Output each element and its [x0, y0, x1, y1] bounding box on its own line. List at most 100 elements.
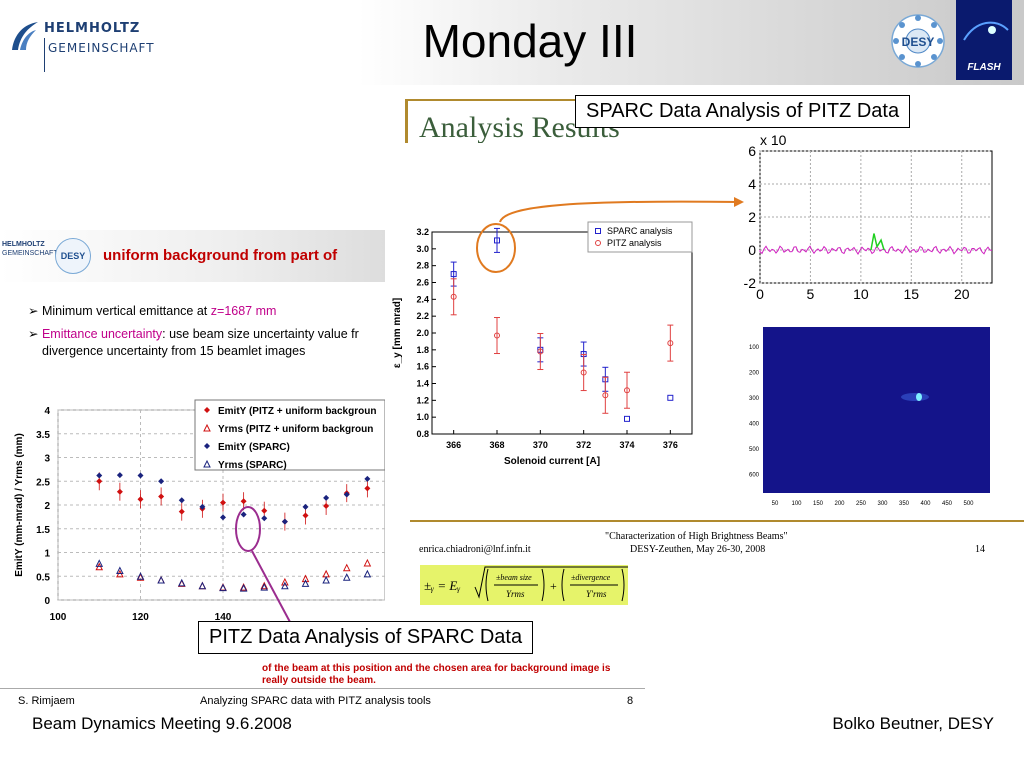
chart-pitz-plot-area — [431, 231, 693, 435]
sparc-bullet-2: ➢ Emittance uncertainty: use beam size u… — [28, 326, 359, 341]
chart-left-y-tick: 0.5 — [36, 572, 50, 583]
emittance-vs-solenoid-chart: 0.8 1.0 1.2 1.4 1.6 1.8 2.0 2.2 2.4 2.6 2.8 3.0 3.2 3… — [392, 221, 693, 467]
formula-graphic: ±ᵧ = Eᵧ ±beam size Yrms + ±divergence Y′… — [424, 566, 628, 602]
chart-pitz-y-tick: 2.6 — [416, 278, 429, 288]
bullet-2-term: Emittance uncertainty — [41, 327, 163, 341]
pitz-email: enrica.chiadroni@lnf.infn.it — [419, 544, 531, 555]
chart-pitz-x-tick: 366 — [446, 440, 461, 450]
chart-pitz-legend — [587, 221, 693, 253]
chart-left-point — [96, 478, 103, 485]
chart-pitz-point — [450, 293, 457, 300]
chart-left-point — [136, 572, 145, 580]
sparc-note-line-1: of the beam at this position and the cho… — [262, 663, 611, 674]
sparc-logo-text-2: GEMEINSCHAFT — [2, 250, 58, 257]
chart-left-point — [363, 558, 372, 567]
chart-profile-x-tick: 10 — [853, 286, 869, 302]
chart-left-legend-marker — [203, 423, 211, 432]
sparc-footer-author: S. Rimjaem — [18, 695, 75, 707]
svg-text:Y′rms: Y′rms — [586, 589, 607, 599]
svg-text:±ᵧ = Eᵧ: ±ᵧ = Eᵧ — [424, 578, 460, 593]
chart-pitz-y-tick: 1.8 — [416, 345, 429, 355]
chart-pitz-point — [494, 332, 500, 339]
chart-left-legend-label: EmitY (SPARC) — [218, 442, 290, 453]
bullet-arrow-icon: ➢ — [28, 304, 42, 318]
helmholtz-swoosh-icon — [12, 22, 38, 50]
chart-left-point — [116, 488, 123, 495]
flash-logo: FLASH — [956, 0, 1012, 80]
chart-left-point — [323, 502, 330, 509]
chart-left-legend-marker — [204, 443, 210, 449]
sparc-bullet-1: ➢ Minimum vertical emittance at z=1687 m… — [28, 303, 276, 318]
chart-pitz-point — [450, 271, 457, 278]
chart-left-point — [363, 569, 372, 578]
heatmap-x-tick: 300 — [877, 501, 888, 507]
chart-profile-y-tick: 6 — [748, 143, 756, 159]
beam-image-heatmap: 100 200 300 400 500 600 50 100 150 200 250 300 350 40… — [749, 327, 990, 507]
chart-left-point — [220, 499, 226, 506]
chart-pitz-y-tick: 2.4 — [416, 294, 429, 304]
sparc-footer-divider — [0, 688, 645, 689]
heatmap-x-tick: 350 — [899, 501, 910, 507]
chart-left-point — [157, 575, 165, 584]
heatmap-y-tick: 400 — [749, 422, 760, 428]
heatmap-beam-spot — [916, 393, 922, 401]
sparc-footer-title: Analyzing SPARC data with PITZ analysis … — [200, 695, 431, 707]
svg-text:+: + — [550, 579, 557, 593]
chart-profile-trace — [759, 245, 993, 255]
chart-left-y-tick: 0 — [44, 596, 50, 607]
chart-pitz-legend-label: PITZ analysis — [607, 238, 662, 248]
svg-text:±beam size: ±beam size — [496, 573, 532, 582]
pitz-conf-line-2: DESY-Zeuthen, May 26-30, 2008 — [630, 544, 766, 555]
callout-bottom: PITZ Data Analysis of SPARC Data — [198, 621, 534, 654]
heatmap-x-tick: 200 — [834, 501, 845, 507]
chart-profile-x-tick: 15 — [904, 286, 920, 302]
chart-left-point — [364, 475, 371, 482]
chart-left-legend-marker — [203, 459, 211, 468]
chart-left-point — [137, 496, 144, 503]
chart-left-y-tick: 3 — [44, 454, 50, 465]
chart-left-point — [302, 503, 309, 510]
chart-left-legend-label: Yrms (PITZ + uniform backgroun — [218, 424, 373, 435]
chart-left-point — [261, 507, 268, 514]
chart-pitz-y-tick: 0.8 — [416, 429, 429, 439]
chart-left-point — [301, 579, 310, 587]
chart-left-y-tick: 3.5 — [36, 430, 50, 441]
sparc-desy-text: DESY — [60, 251, 86, 261]
chart-left-point — [158, 493, 165, 500]
heatmap-y-tick: 300 — [749, 396, 760, 402]
chart-left-point — [240, 498, 247, 505]
chart-pitz-point — [624, 415, 630, 422]
chart-pitz-point — [580, 369, 587, 376]
slide-header — [0, 0, 1024, 85]
footer-left: Beam Dynamics Meeting 9.6.2008 — [32, 714, 292, 733]
chart-pitz-y-tick: 2.2 — [416, 311, 429, 321]
svg-text:±divergence: ±divergence — [571, 573, 611, 582]
chart-left-point — [137, 472, 144, 479]
chart-left-y-tick: 1.5 — [36, 525, 50, 536]
heatmap-x-tick: 400 — [920, 501, 931, 507]
chart-profile-x-tick: 5 — [807, 286, 815, 302]
chart-pitz-y-label: ε_y [mm mrad] — [392, 298, 403, 368]
svg-text:Yrms: Yrms — [506, 589, 525, 599]
flash-logo-text: FLASH — [967, 62, 1001, 73]
bullet-1-text: Minimum vertical emittance at — [41, 304, 211, 318]
chart-pitz-point — [667, 340, 674, 347]
org-name-1: HELMHOLTZ — [44, 21, 141, 36]
chart-left-point — [96, 472, 103, 479]
chart-profile-y-tick: 2 — [748, 209, 756, 225]
chart-left-point — [116, 566, 124, 575]
heatmap-x-tick: 100 — [791, 501, 802, 507]
chart-profile-x-tick: 0 — [756, 286, 764, 302]
sparc-desy-logo: DESY — [55, 238, 91, 274]
chart-left-point — [95, 559, 104, 567]
pitz-footer-rule — [410, 520, 1024, 522]
chart-left-point — [322, 575, 330, 584]
heatmap-y-tick: 200 — [749, 371, 760, 377]
chart-left-point — [301, 574, 310, 583]
chart-pitz-x-label: Solenoid current [A] — [504, 456, 600, 467]
heatmap-y-tick: 500 — [749, 447, 760, 453]
chart-left-point — [342, 573, 351, 581]
chart-left-y-tick: 2.5 — [36, 477, 50, 488]
desy-logo-text: DESY — [901, 35, 935, 49]
